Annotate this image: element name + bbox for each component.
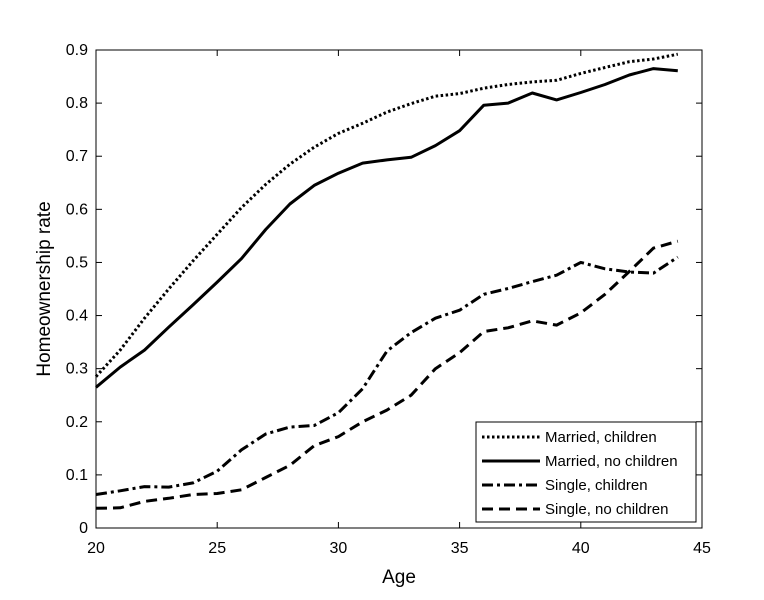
y-tick-label: 0.1 — [66, 467, 88, 484]
x-tick-label: 30 — [330, 540, 348, 557]
series-layer — [94, 52, 679, 510]
y-tick-label: 0.7 — [66, 148, 88, 165]
legend-label-1: Married, children — [545, 429, 657, 446]
y-tick-label: 0.2 — [66, 414, 88, 431]
legend: Married, children Married, no children Sin… — [475, 421, 697, 523]
series-line-2 — [95, 67, 678, 389]
y-tick-label: 0 — [79, 520, 88, 537]
legend-label-2: Married, no children — [545, 453, 678, 470]
legend-label-3: Single, children — [545, 477, 648, 494]
x-tick-label: 35 — [451, 540, 469, 557]
y-axis-title: Homeownership rate — [34, 201, 55, 376]
x-tick-label: 45 — [693, 540, 711, 557]
x-tick-label: 20 — [87, 540, 105, 557]
ticks-layer: 20 25 30 35 40 45 0 0.1 0.2 0.3 0.4 0.5 0.6 0.7 0.8 0.9 — [66, 42, 711, 557]
plot-frame — [95, 49, 703, 529]
y-tick-label: 0.3 — [66, 361, 88, 378]
y-tick-label: 0.9 — [66, 42, 88, 59]
legend-label-4: Single, no children — [545, 501, 668, 518]
series-line-1 — [94, 52, 679, 378]
y-tick-label: 0.8 — [66, 95, 88, 112]
x-axis-title: Age — [382, 567, 416, 588]
series-line-3 — [95, 255, 679, 496]
x-tick-label: 25 — [208, 540, 226, 557]
legend-box — [475, 421, 697, 523]
y-tick-label: 0.5 — [66, 254, 88, 271]
y-tick-label: 0.4 — [66, 308, 88, 325]
x-tick-label: 40 — [572, 540, 590, 557]
series-line-4 — [95, 239, 679, 510]
y-tick-label: 0.6 — [66, 201, 88, 218]
